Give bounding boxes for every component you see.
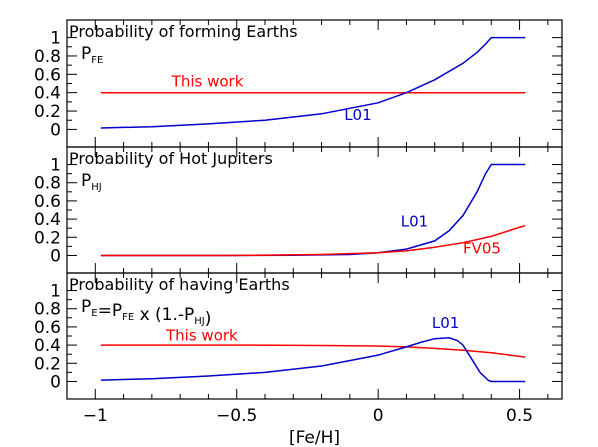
y-tick-label: 0.6	[34, 65, 61, 85]
y-tick-label: 0.4	[34, 336, 61, 356]
y-tick-label: 0.4	[34, 210, 61, 230]
y-tick-label: 0	[50, 246, 61, 266]
y-tick-label: 0.8	[34, 300, 61, 320]
panel-3-title: Probability of having Earths	[69, 275, 290, 294]
y-tick-label: 0.2	[34, 228, 61, 248]
series-lines	[100, 36, 526, 383]
x-tick-label: −1	[83, 406, 108, 426]
y-tick-label: 1	[50, 282, 61, 302]
panel-2-series-l01	[100, 163, 526, 257]
panel-3-series-l01	[100, 337, 526, 383]
y-tick-label: 0.6	[34, 192, 61, 212]
x-tick-label: −0.5	[216, 406, 257, 426]
y-tick-label: 1	[50, 29, 61, 49]
panel-1-series-l01	[100, 36, 526, 129]
panel-2-series-label: L01	[401, 212, 428, 230]
panel-3-series-label: This work	[165, 327, 238, 345]
panel-1-title: Probability of forming Earths	[69, 22, 298, 41]
panel-2-series-label: FV05	[463, 240, 501, 258]
x-tick-label: 0.5	[506, 406, 533, 426]
panel-1-series-label: L01	[344, 106, 371, 124]
x-axis-label: [Fe/H]	[289, 428, 340, 447]
panel-3-series-label: L01	[432, 314, 459, 332]
panel-1-series-label: This work	[171, 72, 244, 90]
panel-3-series-this-work	[100, 344, 526, 358]
chart-text: 00.20.40.60.81 Probability of forming Ear…	[34, 22, 533, 447]
y-tick-label: 0	[50, 372, 61, 392]
y-tick-label: 0.6	[34, 318, 61, 338]
panel-2-subtitle: PHJ	[81, 171, 102, 193]
panel-3-subtitle: PE=PFE x (1.-PHJ)	[81, 297, 211, 329]
y-tick-label: 0.2	[34, 354, 61, 374]
y-tick-label: 0	[50, 120, 61, 140]
panel-2-series-fv05	[100, 224, 526, 257]
y-tick-label: 1	[50, 156, 61, 176]
panel-frames	[66, 19, 563, 400]
y-tick-label: 0.8	[34, 47, 61, 67]
y-tick-label: 0.2	[34, 102, 61, 122]
y-tick-label: 0.8	[34, 174, 61, 194]
panel-1-subtitle: PFE	[81, 44, 103, 66]
panel-2-title: Probability of Hot Jupiters	[69, 149, 273, 168]
y-tick-label: 0.4	[34, 84, 61, 104]
x-tick-label: 0	[373, 406, 384, 426]
